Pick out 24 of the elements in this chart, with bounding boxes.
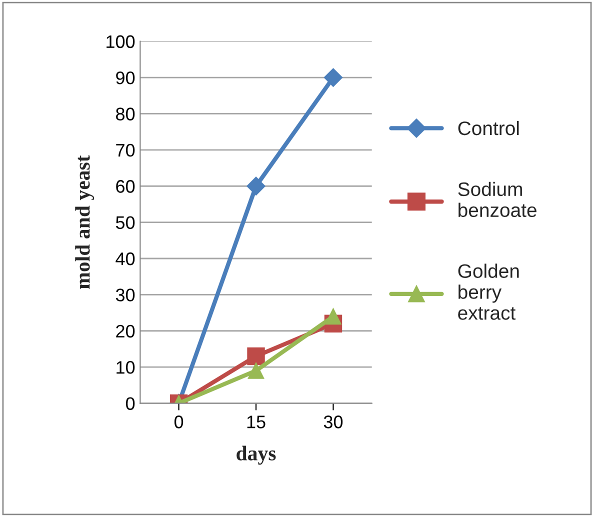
y-tick-label: 0 bbox=[126, 397, 135, 410]
y-tick-label: 70 bbox=[116, 144, 135, 157]
x-tick-label: 15 bbox=[247, 416, 266, 428]
point bbox=[246, 176, 266, 196]
x-tick-label: 0 bbox=[174, 416, 184, 428]
legend-label: Control bbox=[458, 120, 519, 136]
y-tick-label: 80 bbox=[116, 108, 135, 120]
point bbox=[248, 362, 264, 379]
y-axis-title: mold and yeast bbox=[75, 155, 94, 289]
legend-label: Golden berry extract bbox=[458, 264, 519, 320]
y-tick-label: 10 bbox=[116, 361, 135, 374]
y-tick-label: 50 bbox=[116, 216, 135, 230]
y-tick-label: 60 bbox=[116, 180, 135, 193]
y-tick-label: 20 bbox=[116, 324, 135, 338]
y-tick-label: 100 bbox=[106, 35, 135, 48]
y-tick-label: 90 bbox=[116, 71, 135, 84]
y-tick-label: 30 bbox=[116, 288, 135, 302]
point bbox=[325, 308, 342, 325]
y-tick-label: 40 bbox=[116, 252, 135, 266]
point bbox=[324, 68, 343, 87]
legend-label: Sodium benzoate bbox=[458, 182, 536, 218]
point bbox=[247, 347, 265, 366]
x-tick-label: 30 bbox=[324, 416, 343, 428]
x-axis-title: days bbox=[236, 446, 276, 465]
